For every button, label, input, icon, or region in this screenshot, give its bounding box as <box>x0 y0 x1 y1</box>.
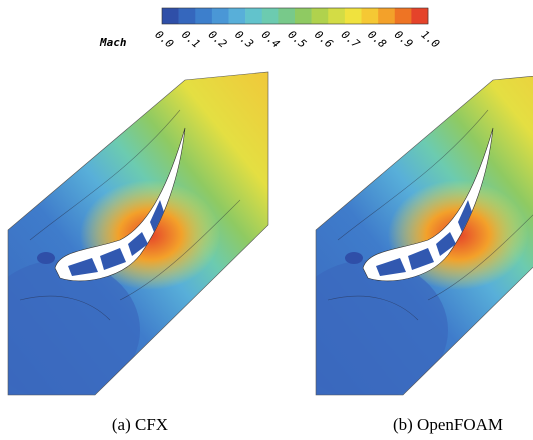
colorbar-tick-label: 0.8 <box>365 28 389 51</box>
colorbar-tick-label: 0.9 <box>392 28 416 51</box>
colorbar-segment <box>261 8 279 24</box>
colorbar-segment <box>378 8 396 24</box>
colorbar-tick-label: 0.5 <box>285 28 309 51</box>
contour-plot <box>0 72 268 400</box>
colorbar-segment <box>361 8 379 24</box>
colorbar-tick-label: 0.7 <box>339 28 363 51</box>
caption: (b) OpenFOAM <box>393 415 503 434</box>
colorbar-segment <box>228 8 246 24</box>
colorbar-segment <box>195 8 213 24</box>
colorbar-tick-label: 0.4 <box>259 28 283 51</box>
colorbar <box>161 7 429 25</box>
colorbar-segment <box>344 8 362 24</box>
contour-plot <box>288 72 533 400</box>
colorbar-segment <box>311 8 329 24</box>
colorbar-tick-label: 0.3 <box>232 28 256 51</box>
colorbar-ticks: 0.0 0.1 0.2 0.3 0.4 0.5 0.6 0.7 0.8 0.9 1.0 <box>152 28 442 51</box>
colorbar-tick-label: 0.2 <box>206 28 230 51</box>
colorbar-segment <box>394 8 412 24</box>
colorbar-tick-label: 0.6 <box>312 28 336 51</box>
colorbar-tick-label: 0.0 <box>152 28 176 51</box>
colorbar-segment <box>295 8 312 24</box>
colorbar-tick-label: 1.0 <box>418 28 442 51</box>
colorbar-segment <box>162 8 179 24</box>
colorbar-segment <box>245 8 263 24</box>
colorbar-frame <box>161 7 429 25</box>
colorbar-segment <box>411 8 429 24</box>
colorbar-segment <box>211 8 229 24</box>
colorbar-segment <box>328 8 346 24</box>
colorbar-segment <box>178 8 196 24</box>
colorbar-segment <box>278 8 296 24</box>
caption: (a) CFX <box>112 415 168 434</box>
colorbar-tick-label: 0.1 <box>179 28 203 51</box>
colorbar-label: Mach <box>99 36 127 49</box>
